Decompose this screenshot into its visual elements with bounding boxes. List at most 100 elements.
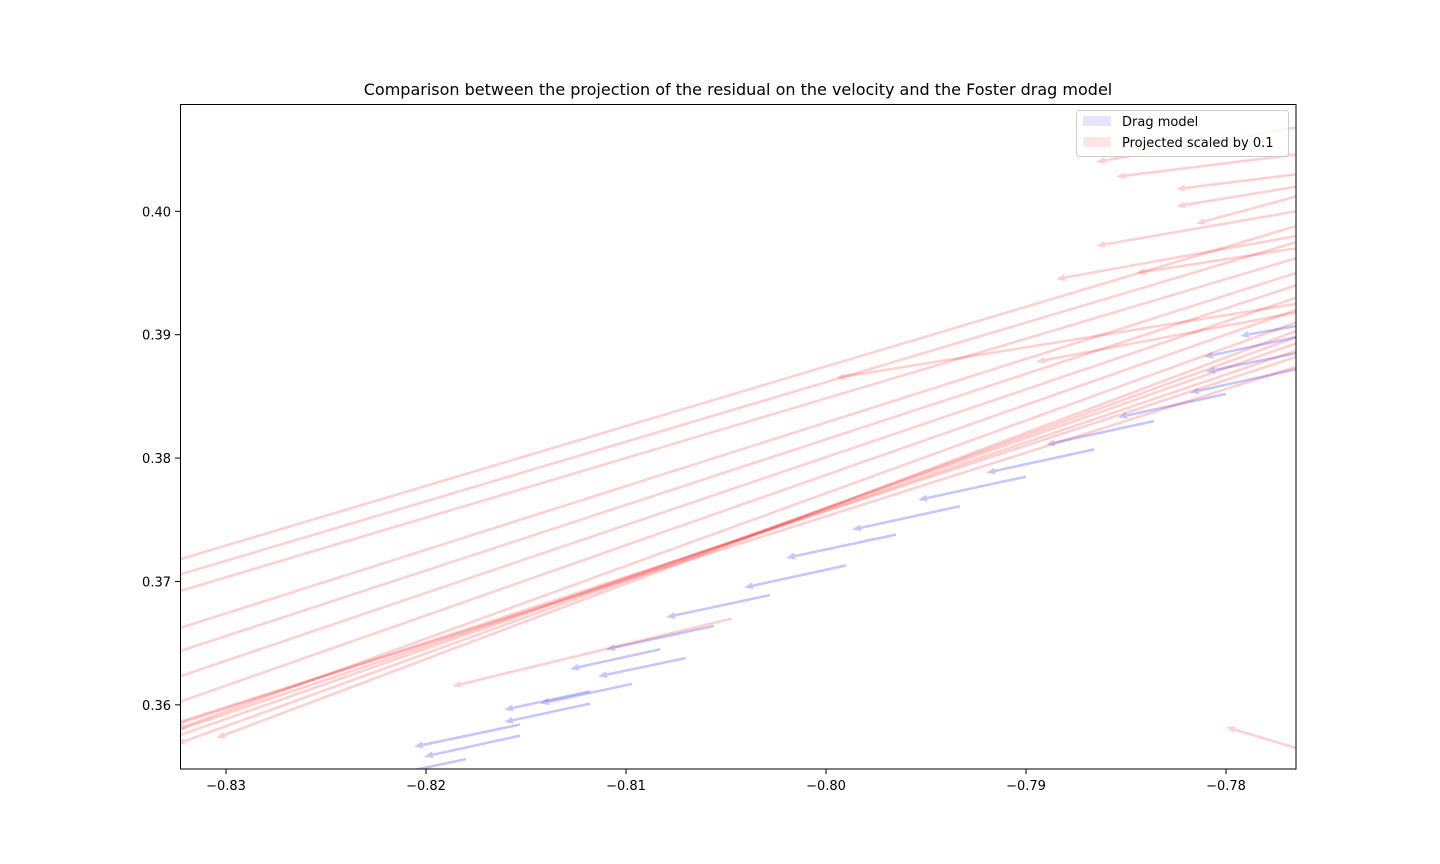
vector-arrow xyxy=(16,365,1296,775)
vector-arrow xyxy=(986,448,1095,475)
vector-shaft xyxy=(578,648,661,669)
vector-arrow xyxy=(1136,247,1296,276)
vector-head xyxy=(1056,274,1066,282)
vector-head xyxy=(1226,726,1236,733)
vector-arrow xyxy=(1240,324,1296,338)
vector-arrow xyxy=(598,656,687,679)
vector-head xyxy=(1136,268,1146,276)
vector-shaft xyxy=(184,321,1296,728)
vector-head xyxy=(1204,351,1214,359)
x-axis: −0.83 −0.82 −0.81 −0.80 −0.79 −0.78 xyxy=(206,769,1246,794)
vector-arrow xyxy=(96,349,1296,759)
vector-arrow xyxy=(1046,419,1155,447)
vector-shaft xyxy=(548,682,633,703)
series-0 xyxy=(412,324,1296,769)
vector-head xyxy=(414,741,424,749)
vector-head xyxy=(1240,330,1250,338)
vector-shaft xyxy=(180,365,1296,724)
vector-arrow xyxy=(180,321,1296,730)
vector-shaft xyxy=(1104,210,1296,246)
x-tick-label: −0.80 xyxy=(806,779,846,794)
vector-head xyxy=(56,758,66,765)
vector-shaft xyxy=(994,448,1095,473)
vector-head xyxy=(1190,387,1200,395)
vector-arrow xyxy=(216,329,1296,739)
vector-arrow xyxy=(180,296,1296,678)
vector-arrow xyxy=(540,682,633,706)
vector-arrow xyxy=(1116,153,1296,180)
vector-head xyxy=(16,699,26,706)
vector-arrow xyxy=(412,757,467,769)
vector-arrow xyxy=(180,271,1296,630)
legend-label-projected: Projected scaled by 0.1 xyxy=(1122,136,1274,151)
y-tick-label: 0.39 xyxy=(142,329,171,344)
vector-head xyxy=(504,716,514,724)
vector-shaft xyxy=(1212,335,1296,357)
vector-shaft xyxy=(1064,234,1296,279)
vector-shaft xyxy=(223,329,1296,737)
vector-head xyxy=(918,494,928,502)
vector-shaft xyxy=(180,224,1296,561)
vector-shaft xyxy=(1234,728,1296,750)
vector-arrow xyxy=(16,284,1296,706)
x-tick-label: −0.83 xyxy=(206,779,246,794)
vector-shaft xyxy=(512,690,591,710)
vector-shaft xyxy=(1184,185,1296,207)
vector-head xyxy=(1118,412,1128,419)
vector-shaft xyxy=(180,296,1296,678)
vector-head xyxy=(1196,217,1206,225)
vector-head xyxy=(96,610,106,617)
vector-head xyxy=(744,582,754,590)
vector-shaft xyxy=(1124,153,1296,177)
vector-arrow xyxy=(1036,311,1296,364)
vector-shaft xyxy=(180,349,1296,731)
vector-head xyxy=(1206,366,1216,374)
vector-arrow xyxy=(744,564,847,590)
vector-arrow xyxy=(666,593,771,619)
vector-shaft xyxy=(1044,311,1296,362)
y-tick-label: 0.38 xyxy=(142,452,171,467)
vector-head xyxy=(666,611,676,619)
vector-shaft xyxy=(794,533,897,558)
vector-shaft xyxy=(460,617,733,686)
y-axis: 0.36 0.37 0.38 0.39 0.40 xyxy=(142,205,180,714)
vector-arrow xyxy=(180,308,1296,704)
vector-shaft xyxy=(1184,173,1296,190)
vector-shaft xyxy=(844,302,1296,378)
vector-shaft xyxy=(180,256,1296,593)
vector-shaft xyxy=(184,335,1296,743)
vector-arrow xyxy=(1096,210,1296,248)
vector-shaft xyxy=(606,656,687,676)
vector-head xyxy=(1096,240,1106,248)
vector-arrow xyxy=(1204,335,1296,359)
series-1 xyxy=(16,126,1296,775)
vector-shaft xyxy=(674,593,771,617)
vector-arrow xyxy=(56,355,1296,765)
y-tick-label: 0.37 xyxy=(142,575,171,590)
legend: Drag model Projected scaled by 0.1 xyxy=(1076,110,1289,157)
vector-head xyxy=(136,744,146,751)
x-tick-label: −0.79 xyxy=(1006,779,1046,794)
vector-shaft xyxy=(1204,195,1296,223)
vector-arrow xyxy=(1056,234,1296,282)
vector-arrow xyxy=(570,648,661,671)
vector-arrow xyxy=(414,723,521,749)
vector-shaft xyxy=(422,723,521,747)
vector-head xyxy=(96,752,106,759)
vector-arrow xyxy=(606,624,715,651)
vector-shaft xyxy=(1054,419,1155,444)
vector-arrow xyxy=(424,734,521,759)
vector-shaft xyxy=(180,284,1296,653)
vector-shaft xyxy=(1126,392,1227,417)
vector-shaft xyxy=(412,757,467,769)
vector-shaft xyxy=(180,308,1296,704)
vector-head xyxy=(16,768,26,775)
vector-arrow xyxy=(452,617,733,688)
vector-arrow xyxy=(96,256,1296,617)
vector-shaft xyxy=(512,702,591,722)
vector-shaft xyxy=(926,475,1027,500)
vector-shaft xyxy=(180,271,1296,630)
x-tick-label: −0.82 xyxy=(406,779,446,794)
vector-arrow xyxy=(852,504,961,532)
vector-arrow xyxy=(1118,392,1227,419)
